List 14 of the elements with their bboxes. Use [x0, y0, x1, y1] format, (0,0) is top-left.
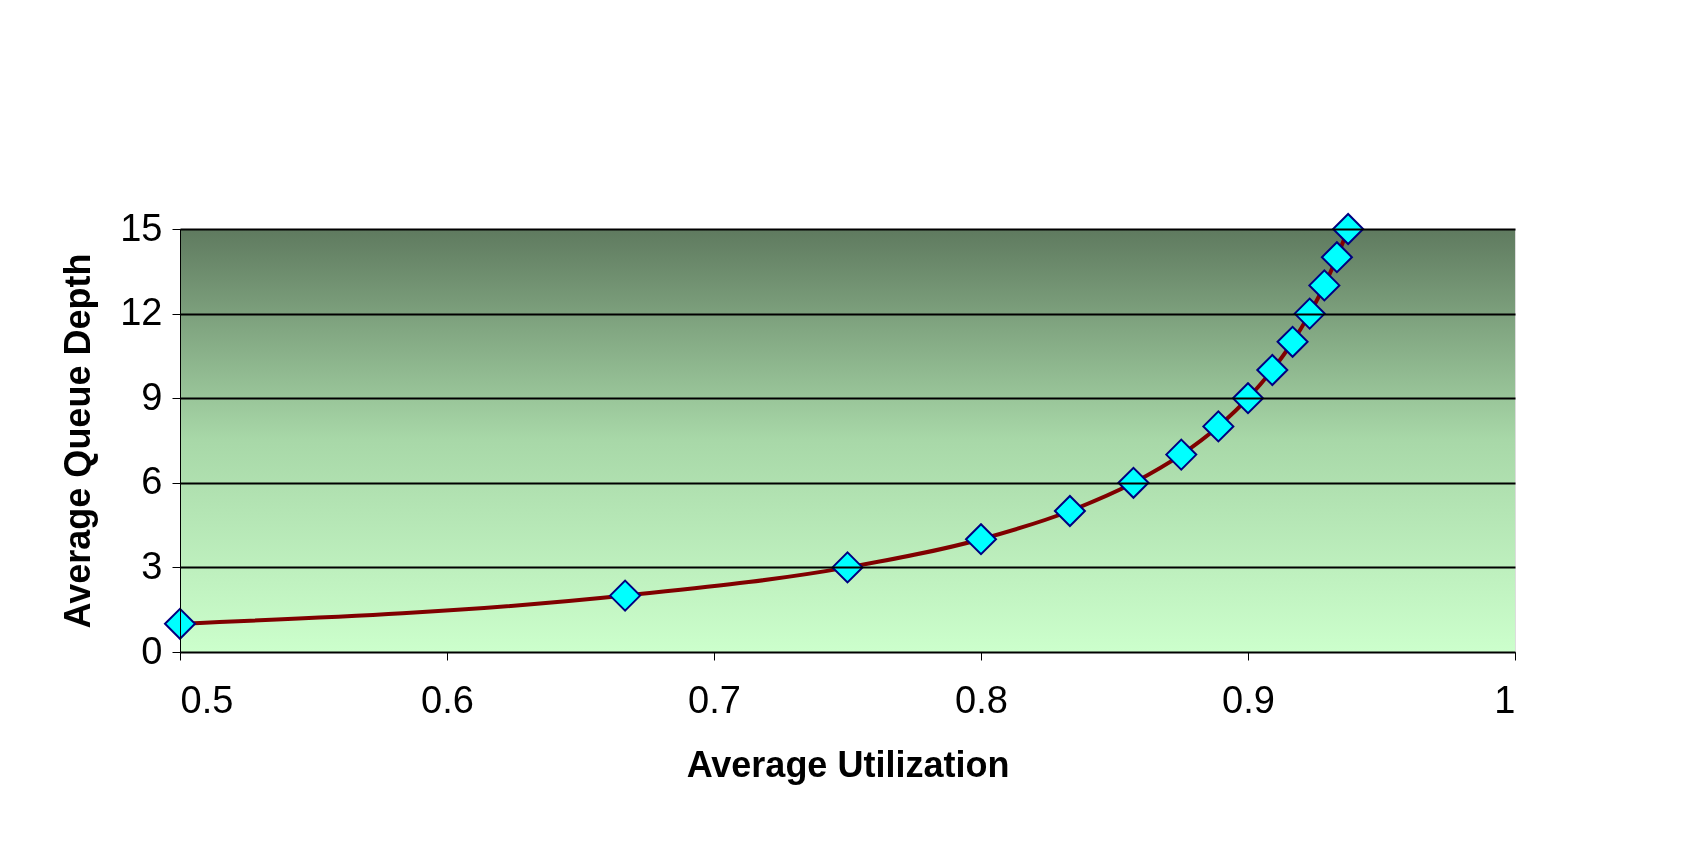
- x-tick-label: 0.7: [688, 678, 741, 721]
- y-tick-label: 3: [141, 544, 163, 587]
- x-tick-label: 1: [1494, 678, 1516, 721]
- x-axis-title: Average Utilization: [686, 743, 1010, 785]
- y-tick-label: 12: [120, 291, 163, 334]
- y-tick-label: 6: [141, 460, 163, 503]
- x-tick-label: 0.9: [1222, 678, 1275, 721]
- x-tick-label: 0.5: [180, 678, 234, 721]
- x-tick-label: 0.6: [421, 678, 474, 721]
- y-tick-label: 0: [141, 629, 163, 672]
- x-tick-label: 0.8: [955, 678, 1008, 721]
- y-axis-title: Average Queue Depth: [57, 253, 99, 629]
- y-tick-label: 9: [141, 375, 163, 418]
- y-tick-label: 15: [120, 206, 163, 249]
